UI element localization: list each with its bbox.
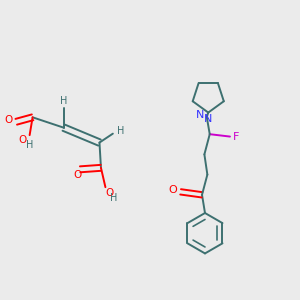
Text: H: H: [110, 194, 117, 203]
Text: H: H: [60, 96, 68, 106]
Text: O: O: [5, 115, 13, 125]
Text: H: H: [26, 140, 33, 150]
Text: O: O: [18, 135, 26, 145]
Text: O: O: [169, 185, 178, 195]
Text: N: N: [196, 110, 204, 120]
Text: O: O: [73, 170, 81, 180]
Text: O: O: [105, 188, 113, 198]
Text: F: F: [233, 132, 240, 142]
Text: H: H: [117, 126, 124, 136]
Text: N: N: [204, 114, 212, 124]
